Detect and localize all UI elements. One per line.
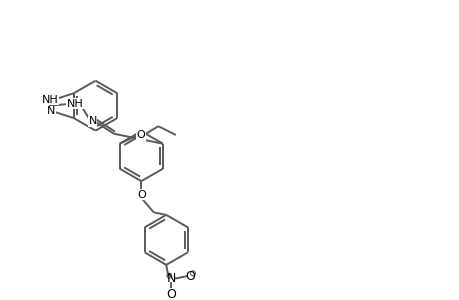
Text: NH: NH [67,99,83,109]
Text: N: N [166,272,176,285]
Text: O: O [137,190,146,200]
Text: N: N [47,106,55,116]
Text: O: O [185,270,195,283]
Text: O: O [136,130,145,140]
Text: O: O [166,288,176,300]
Text: NH: NH [42,95,58,105]
Text: N: N [88,116,96,126]
